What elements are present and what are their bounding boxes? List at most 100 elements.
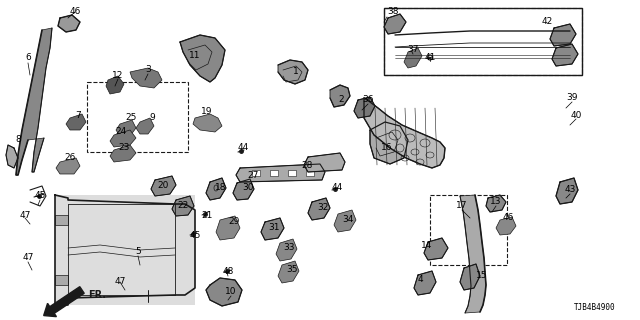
Text: 45: 45 [189,230,201,239]
Text: 41: 41 [424,52,436,61]
Polygon shape [552,44,578,66]
Bar [306,170,314,176]
Text: 4: 4 [417,276,423,284]
Bar [384,8,582,75]
Polygon shape [216,216,240,240]
Text: 1: 1 [293,68,299,76]
Text: 44: 44 [237,143,248,153]
Text: 44: 44 [332,183,342,193]
Text: 12: 12 [112,70,124,79]
FancyArrow shape [44,287,84,317]
Text: 26: 26 [64,154,76,163]
Text: 34: 34 [342,215,354,225]
Bar [87,82,188,152]
Polygon shape [55,215,68,225]
Text: 39: 39 [566,93,578,102]
Text: 6: 6 [25,53,31,62]
Text: 40: 40 [570,110,582,119]
Polygon shape [151,176,176,196]
Polygon shape [58,15,80,32]
Polygon shape [110,145,136,162]
Polygon shape [414,271,436,295]
Polygon shape [172,196,194,216]
Text: 48: 48 [222,268,234,276]
Text: 9: 9 [149,114,155,123]
Text: 43: 43 [564,186,576,195]
Polygon shape [424,238,448,260]
Text: 2: 2 [338,95,344,105]
Text: 11: 11 [189,51,201,60]
Polygon shape [6,145,18,168]
Text: 31: 31 [268,223,280,233]
Polygon shape [354,97,375,118]
Polygon shape [278,60,308,84]
Text: 23: 23 [118,143,130,153]
Text: 29: 29 [228,218,240,227]
Text: 15: 15 [476,270,488,279]
Polygon shape [236,164,325,182]
Bar [288,170,296,176]
Text: 38: 38 [387,7,399,17]
Text: 16: 16 [381,143,393,153]
Text: 21: 21 [202,211,212,220]
Text: 33: 33 [284,244,295,252]
Text: 45: 45 [35,190,45,199]
Text: 36: 36 [362,95,374,105]
Text: 27: 27 [247,171,259,180]
Polygon shape [404,48,422,68]
Text: 22: 22 [177,201,189,210]
Polygon shape [206,178,226,200]
Text: 13: 13 [490,197,502,206]
Polygon shape [278,261,299,283]
Text: 19: 19 [201,108,212,116]
Text: 28: 28 [301,161,313,170]
Polygon shape [261,218,284,240]
Text: FR.: FR. [88,290,106,300]
Polygon shape [304,153,345,172]
Polygon shape [556,178,578,204]
Bar [384,8,582,75]
Text: 47: 47 [19,211,31,220]
Text: 20: 20 [157,180,169,189]
Polygon shape [206,278,242,306]
Polygon shape [66,114,86,130]
Text: 17: 17 [456,201,468,210]
Polygon shape [276,239,297,261]
Text: 47: 47 [22,253,34,262]
Text: 25: 25 [125,114,137,123]
Polygon shape [106,76,124,94]
Polygon shape [116,120,136,136]
Polygon shape [370,122,408,164]
Polygon shape [308,198,330,220]
Bar [270,170,278,176]
Polygon shape [460,195,486,313]
Text: 7: 7 [75,110,81,119]
Text: 32: 32 [317,204,329,212]
Polygon shape [486,195,506,212]
Text: 42: 42 [541,18,552,27]
Polygon shape [334,210,356,232]
Text: 10: 10 [225,287,237,297]
Polygon shape [136,118,154,134]
Text: 37: 37 [407,45,419,54]
Polygon shape [56,158,80,174]
Polygon shape [384,14,406,34]
Text: 3: 3 [145,66,151,75]
Polygon shape [193,114,222,132]
Text: 14: 14 [421,241,433,250]
Text: 47: 47 [115,277,125,286]
Polygon shape [180,35,225,82]
Bar [252,170,260,176]
Text: 5: 5 [135,247,141,257]
Text: TJB4B4900: TJB4B4900 [573,303,615,312]
Polygon shape [55,195,195,305]
Text: 35: 35 [286,266,298,275]
Bar [430,195,507,265]
Polygon shape [130,68,162,88]
Polygon shape [233,179,254,200]
Polygon shape [364,98,445,168]
Polygon shape [460,264,480,290]
Text: 18: 18 [215,183,227,193]
Text: 24: 24 [115,127,127,137]
Polygon shape [55,275,68,285]
